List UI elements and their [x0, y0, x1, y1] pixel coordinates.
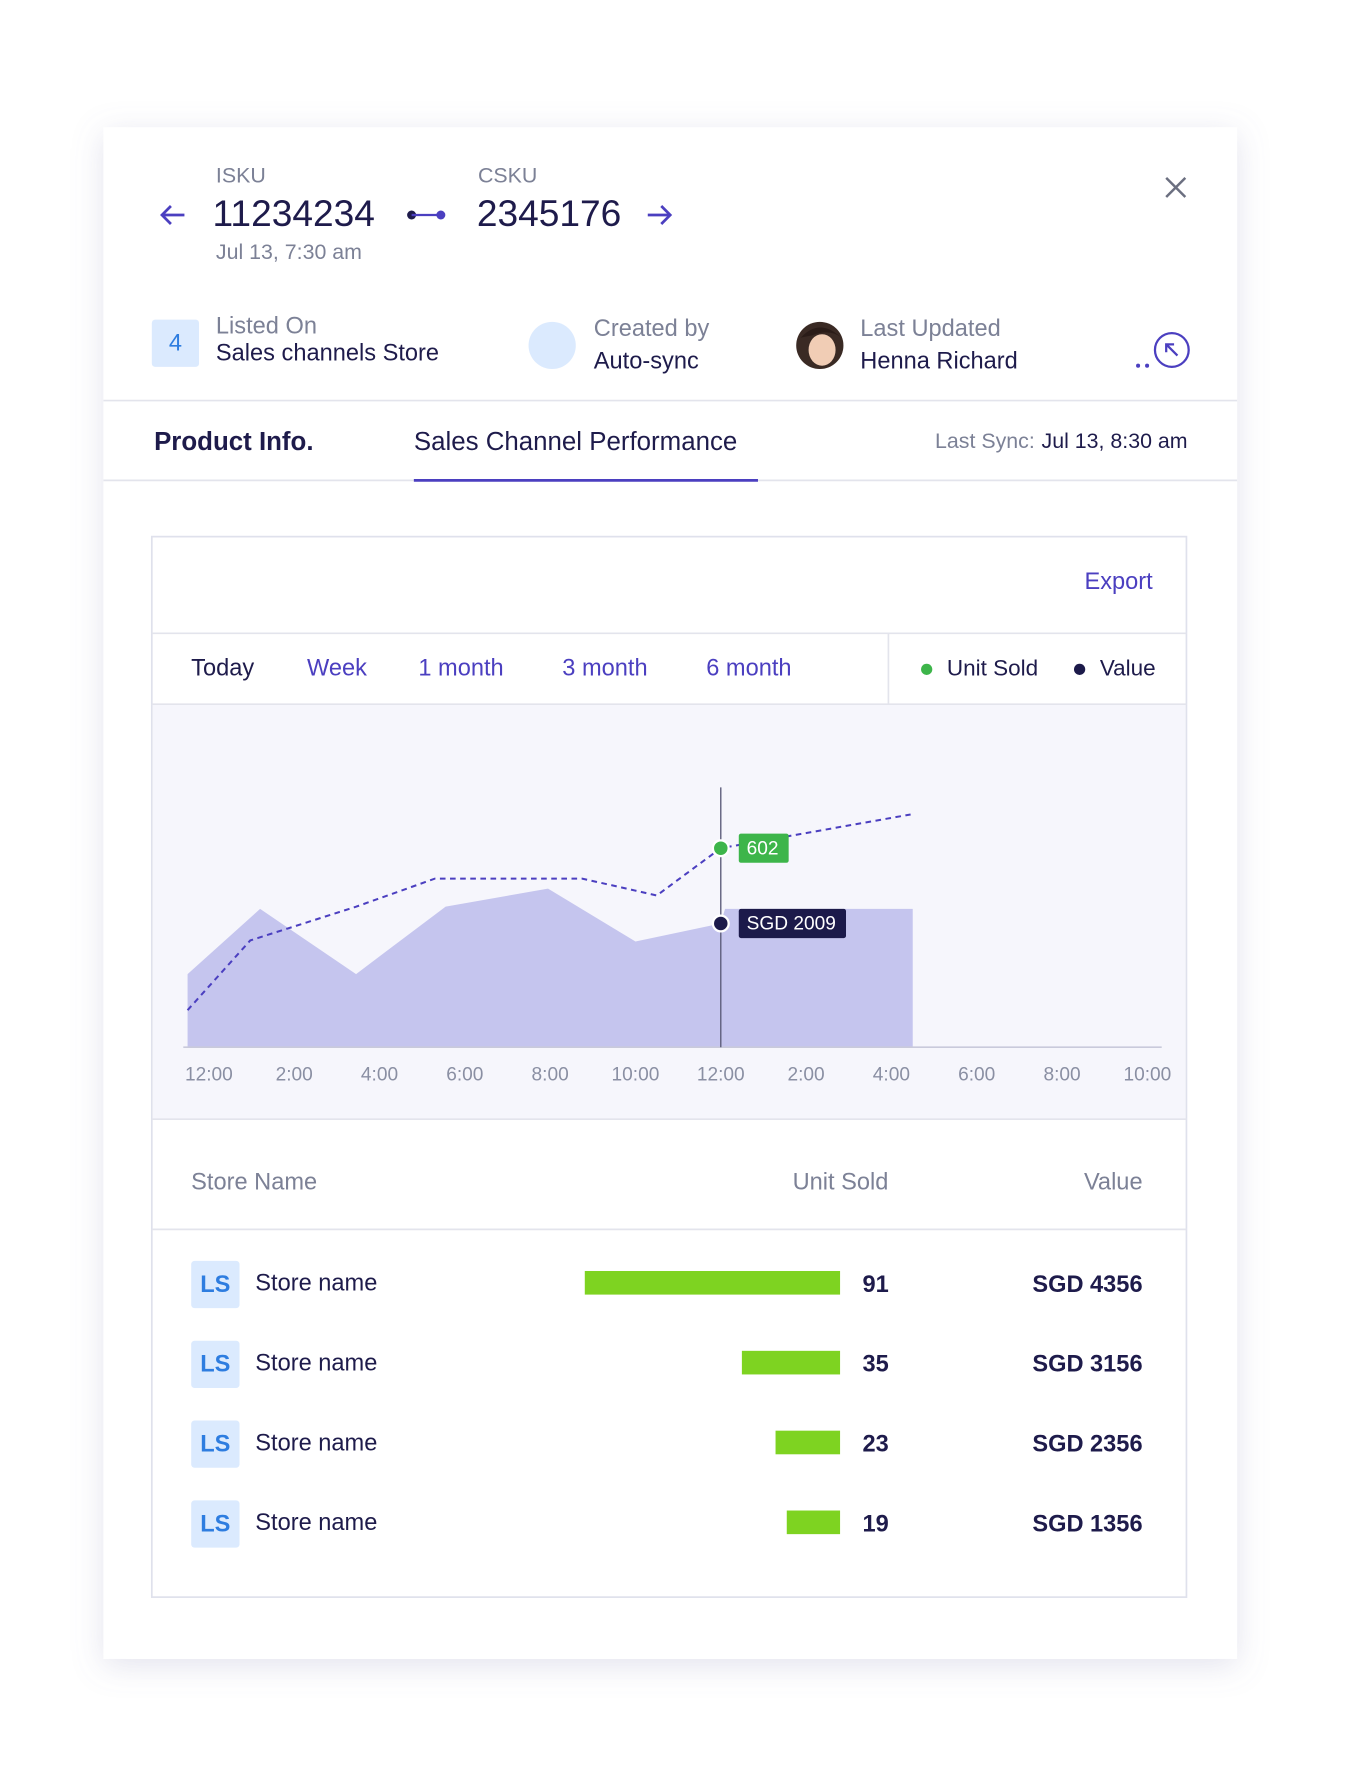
- avatar: [796, 321, 844, 370]
- x-tick-label: 6:00: [446, 1064, 483, 1085]
- sync-label: Last Sync:: [935, 429, 1035, 453]
- x-tick-label: 4:00: [361, 1064, 398, 1085]
- more-dots[interactable]: [1136, 363, 1150, 368]
- legend-label: Unit Sold: [947, 655, 1038, 680]
- store-name: Store name: [255, 1430, 377, 1456]
- created-value: Auto-sync: [594, 349, 699, 375]
- creator-icon: [528, 321, 576, 370]
- store-badge-label: LS: [200, 1272, 230, 1298]
- store-value: SGD 2356: [1032, 1432, 1142, 1458]
- hover-point: [711, 914, 730, 933]
- next-arrow[interactable]: [647, 205, 673, 225]
- range-option[interactable]: Today: [191, 656, 254, 682]
- updated-value: Henna Richard: [860, 349, 1017, 375]
- count-badge: [151, 319, 200, 367]
- unit-bar: [741, 1350, 841, 1375]
- unit-bar: [786, 1510, 841, 1535]
- created-label: Created by: [594, 316, 710, 342]
- export-button[interactable]: Export: [1084, 569, 1153, 595]
- line: [186, 813, 911, 1011]
- store-badge: [191, 1260, 240, 1309]
- store-name: Store name: [255, 1271, 377, 1297]
- store-value: SGD 3156: [1032, 1352, 1142, 1378]
- store-badge-label: LS: [200, 1432, 230, 1458]
- range-option[interactable]: Week: [307, 656, 367, 682]
- store-badge-label: LS: [200, 1352, 230, 1378]
- tooltip: [738, 833, 789, 863]
- hover-point: [711, 839, 730, 858]
- x-tick-label: 12:00: [185, 1064, 233, 1085]
- store-badge-label: LS: [200, 1511, 230, 1537]
- listed-count: 4: [169, 331, 182, 357]
- tooltip-label: SGD 2009: [747, 914, 836, 935]
- tab[interactable]: Sales Channel Performance: [414, 428, 737, 456]
- sync-date: Jul 13, 7:30 am: [216, 240, 362, 264]
- x-tick-label: 4:00: [873, 1064, 910, 1085]
- tab[interactable]: Product Info.: [154, 428, 313, 456]
- range-option[interactable]: 3 month: [562, 656, 647, 682]
- chart-background: [152, 704, 1186, 1120]
- unit-bar: [775, 1430, 841, 1455]
- legend-dot: [1073, 663, 1086, 675]
- unit-count: 23: [863, 1432, 889, 1458]
- x-tick-label: 6:00: [958, 1064, 995, 1085]
- listed-value: Sales channels Store: [216, 341, 439, 367]
- store-name: Store name: [255, 1351, 377, 1377]
- updated-label: Last Updated: [860, 316, 1000, 342]
- tooltip: [738, 908, 847, 939]
- x-tick-label: 8:00: [1043, 1064, 1080, 1085]
- tooltip-label: 602: [747, 838, 779, 859]
- unit-count: 35: [863, 1352, 889, 1378]
- table-header: Unit Sold: [793, 1169, 889, 1195]
- prev-arrow[interactable]: [160, 205, 185, 225]
- isku: 11234234: [213, 192, 375, 234]
- unit-bar: [584, 1270, 841, 1295]
- unit-count: 91: [863, 1272, 889, 1298]
- isku-label: ISKU: [216, 163, 266, 187]
- x-tick-label: 10:00: [612, 1064, 660, 1085]
- store-badge: [191, 1420, 240, 1468]
- table-header: Value: [1084, 1169, 1143, 1195]
- x-tick-label: 2:00: [787, 1064, 824, 1085]
- area: [187, 888, 913, 1048]
- csku: 2345176: [477, 192, 621, 234]
- table-header: Store Name: [191, 1169, 317, 1195]
- x-tick-label: 12:00: [697, 1064, 745, 1085]
- legend-label: Value: [1100, 655, 1156, 680]
- link-icon: [407, 210, 446, 220]
- store-badge: [191, 1500, 240, 1548]
- store-name: Store name: [255, 1510, 377, 1536]
- store-badge: [191, 1340, 240, 1388]
- store-value: SGD 1356: [1032, 1511, 1142, 1537]
- sync-value: Jul 13, 8:30 am: [1042, 429, 1188, 453]
- x-tick-label: 2:00: [276, 1064, 313, 1085]
- listed-label: Listed On: [216, 314, 317, 340]
- unit-count: 19: [863, 1511, 889, 1537]
- x-tick-label: 10:00: [1123, 1064, 1171, 1085]
- x-tick-label: 8:00: [532, 1064, 569, 1085]
- csku-label: CSKU: [478, 163, 537, 187]
- close-button[interactable]: [1165, 177, 1187, 198]
- range-option[interactable]: 6 month: [706, 656, 791, 682]
- expand-button[interactable]: [1153, 331, 1190, 368]
- store-value: SGD 4356: [1032, 1272, 1142, 1298]
- expand-icon: [1165, 343, 1179, 357]
- legend-dot: [921, 663, 933, 675]
- range-option[interactable]: 1 month: [418, 656, 503, 682]
